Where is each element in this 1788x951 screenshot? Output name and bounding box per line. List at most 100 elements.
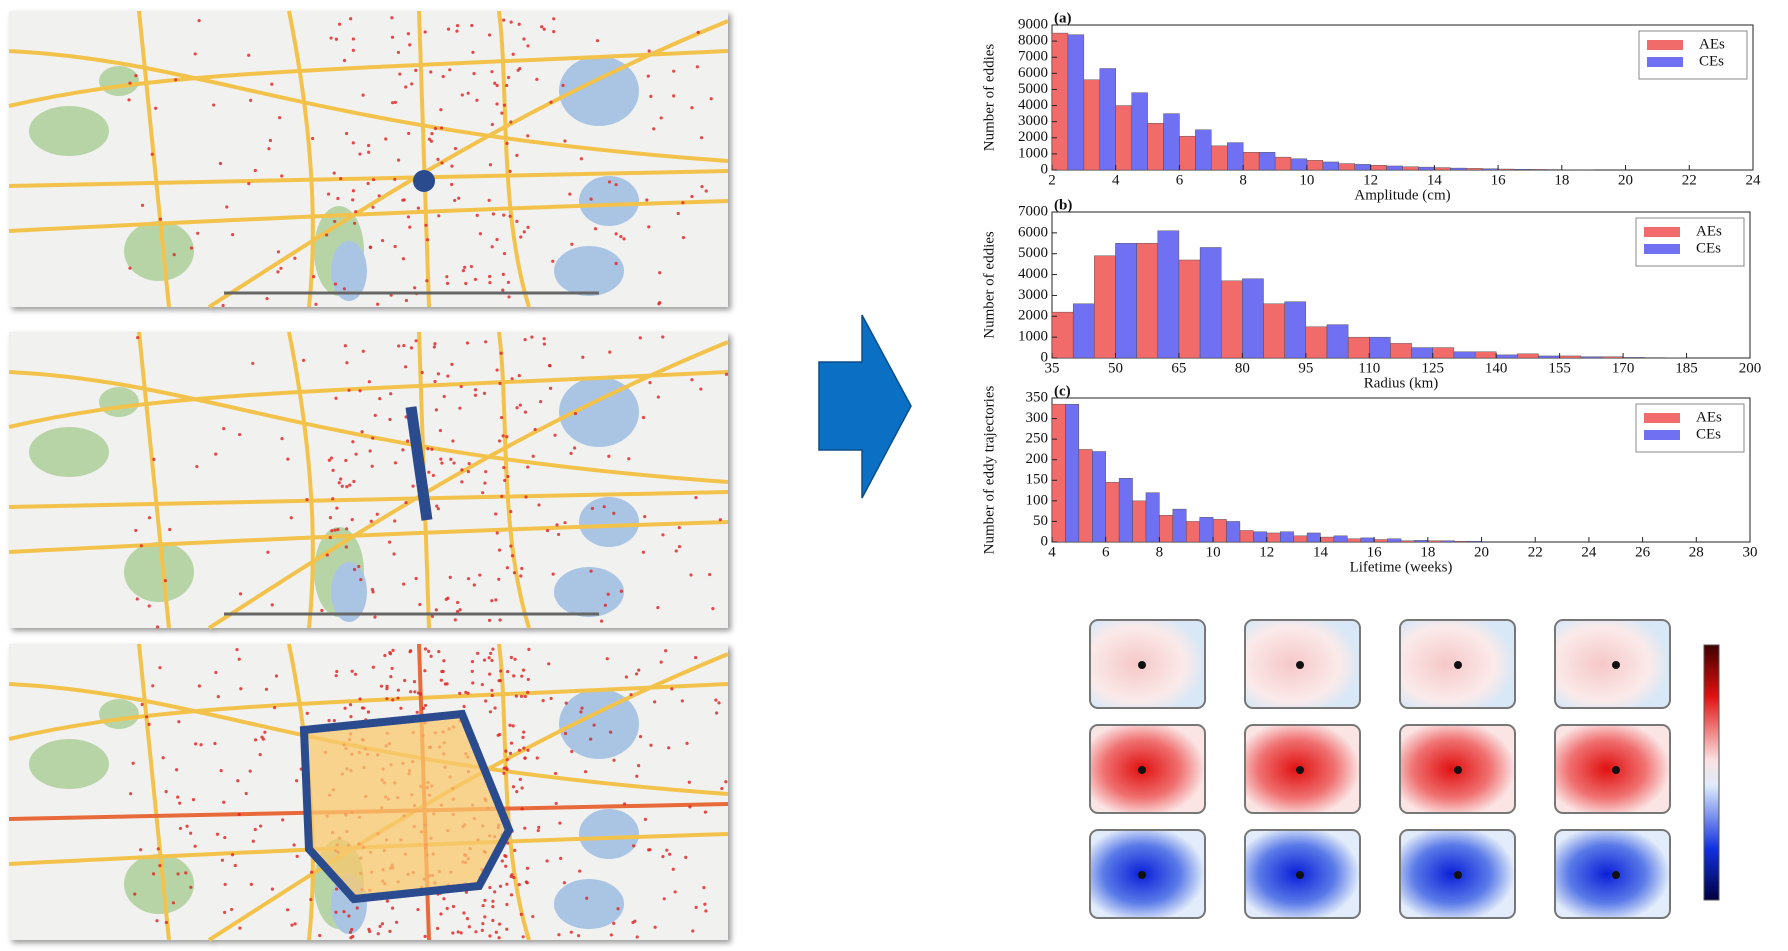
data-dot bbox=[503, 478, 507, 483]
data-dot bbox=[390, 16, 394, 20]
bar bbox=[1094, 255, 1116, 359]
data-dot bbox=[478, 232, 483, 236]
query-point bbox=[413, 170, 435, 192]
data-dot bbox=[197, 19, 201, 23]
data-dot bbox=[687, 780, 691, 784]
data-dot bbox=[412, 680, 417, 684]
data-dot bbox=[519, 912, 523, 916]
data-dot bbox=[360, 430, 364, 434]
data-dot bbox=[555, 523, 559, 527]
y-tick-label: 300 bbox=[1026, 410, 1049, 426]
data-dot bbox=[624, 675, 628, 679]
data-dot bbox=[718, 518, 722, 522]
bar bbox=[1072, 303, 1095, 359]
bar bbox=[1195, 129, 1212, 171]
data-dot bbox=[368, 929, 372, 934]
data-dot bbox=[573, 411, 578, 416]
data-dot bbox=[449, 457, 453, 461]
legend-label: AEs bbox=[1696, 223, 1722, 239]
data-dot bbox=[690, 194, 694, 199]
data-dot bbox=[502, 771, 506, 775]
chart: 0 1000 2000 3000 4000 5000 6000 7000 35 50 65 80 95 1… bbox=[981, 197, 1761, 391]
data-dot bbox=[661, 533, 665, 537]
data-dot bbox=[164, 790, 168, 794]
data-dot bbox=[459, 931, 463, 935]
data-dot bbox=[514, 694, 518, 698]
data-dot bbox=[429, 654, 433, 658]
data-dot bbox=[488, 281, 492, 285]
data-dot bbox=[499, 669, 503, 673]
data-dot bbox=[518, 66, 522, 71]
data-dot bbox=[337, 22, 342, 26]
y-tick-label: 5000 bbox=[1018, 81, 1048, 97]
data-dot bbox=[154, 106, 158, 110]
data-dot bbox=[470, 669, 474, 673]
data-dot bbox=[521, 668, 526, 672]
data-dot bbox=[542, 342, 546, 346]
data-dot bbox=[462, 704, 466, 709]
data-dot bbox=[519, 574, 523, 578]
data-dot bbox=[672, 94, 676, 98]
data-dot bbox=[602, 505, 606, 509]
x-tick-label: 65 bbox=[1171, 360, 1186, 376]
data-dot bbox=[409, 690, 413, 694]
data-dot bbox=[361, 93, 365, 97]
data-dot bbox=[140, 702, 144, 707]
data-dot bbox=[494, 512, 498, 516]
data-dot bbox=[238, 432, 242, 437]
bar bbox=[1051, 311, 1074, 359]
data-dot bbox=[214, 452, 218, 456]
data-dot bbox=[367, 143, 371, 148]
data-dot bbox=[440, 161, 444, 165]
data-dot bbox=[158, 864, 162, 868]
data-dot bbox=[589, 569, 593, 573]
data-dot bbox=[439, 126, 444, 130]
y-tick-label: 1000 bbox=[1018, 329, 1048, 345]
data-dot bbox=[396, 50, 401, 55]
data-dot bbox=[430, 132, 434, 136]
data-dot bbox=[435, 504, 439, 508]
data-dot bbox=[134, 73, 138, 78]
data-dot bbox=[595, 39, 600, 43]
data-dot bbox=[178, 826, 183, 831]
data-dot bbox=[335, 669, 339, 674]
data-dot bbox=[510, 377, 514, 381]
data-dot bbox=[448, 68, 452, 72]
data-dot bbox=[225, 205, 229, 209]
data-dot bbox=[385, 899, 390, 903]
data-dot bbox=[612, 511, 616, 515]
bar bbox=[1178, 259, 1201, 359]
data-dot bbox=[408, 225, 412, 229]
data-dot bbox=[483, 915, 487, 919]
data-dot bbox=[694, 905, 698, 909]
data-dot bbox=[525, 866, 530, 870]
bar bbox=[1320, 536, 1335, 543]
data-dot bbox=[414, 576, 418, 581]
data-dot bbox=[491, 918, 495, 923]
data-dot bbox=[557, 933, 561, 937]
data-dot bbox=[390, 101, 395, 105]
data-dot bbox=[519, 694, 524, 698]
data-dot bbox=[452, 461, 456, 465]
data-dot bbox=[359, 577, 363, 582]
composite-panel bbox=[1089, 724, 1206, 814]
data-dot bbox=[220, 858, 225, 862]
y-tick-label: 1000 bbox=[1018, 145, 1048, 161]
road bbox=[497, 331, 531, 629]
x-tick-label: 24 bbox=[1746, 172, 1762, 188]
bar bbox=[1322, 161, 1339, 171]
bar bbox=[1099, 68, 1116, 171]
data-dot bbox=[352, 479, 356, 484]
bar bbox=[1454, 540, 1469, 543]
x-axis-label: Lifetime (weeks) bbox=[1350, 559, 1453, 575]
y-tick-label: 0 bbox=[1041, 533, 1049, 549]
data-dot bbox=[523, 410, 528, 414]
data-dot bbox=[376, 302, 380, 306]
data-dot bbox=[526, 748, 530, 752]
data-dot bbox=[344, 458, 348, 463]
bar bbox=[1118, 478, 1133, 543]
data-dot bbox=[648, 848, 652, 852]
park bbox=[99, 699, 139, 729]
maps bbox=[8, 10, 729, 942]
data-dot bbox=[388, 929, 392, 933]
